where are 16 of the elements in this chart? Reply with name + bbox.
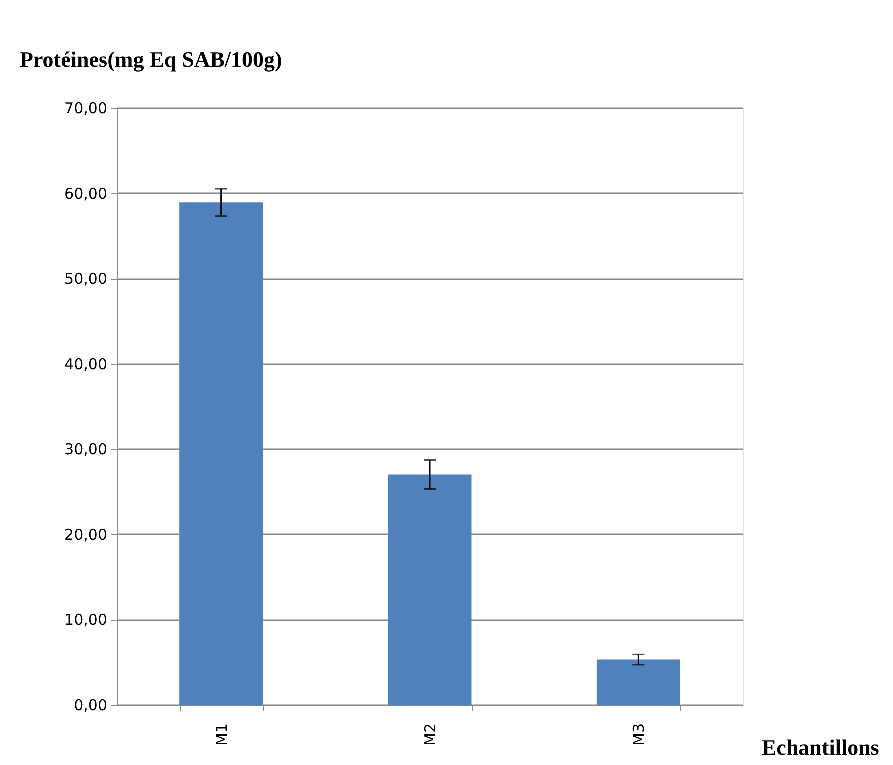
y-tick-label: 20,00 <box>64 526 108 544</box>
bar <box>596 660 680 705</box>
y-tick-label: 60,00 <box>64 184 108 203</box>
y-tick-label: 10,00 <box>64 611 108 630</box>
y-tick-label: 50,00 <box>64 270 108 288</box>
x-axis-title: Echantillons <box>762 735 880 760</box>
y-tick-label: 40,00 <box>64 355 108 374</box>
x-tick-label: M2 <box>422 724 440 746</box>
x-tick-label: M3 <box>630 724 648 746</box>
y-tick-label: 30,00 <box>64 440 108 459</box>
bar <box>180 202 264 705</box>
bar <box>388 474 472 705</box>
chart-title: Protéines(mg Eq SAB/100g) <box>20 47 282 72</box>
y-tick-label: 0,00 <box>74 696 108 714</box>
x-tick-label: M1 <box>212 724 231 746</box>
y-tick-label: 70,00 <box>64 100 108 118</box>
